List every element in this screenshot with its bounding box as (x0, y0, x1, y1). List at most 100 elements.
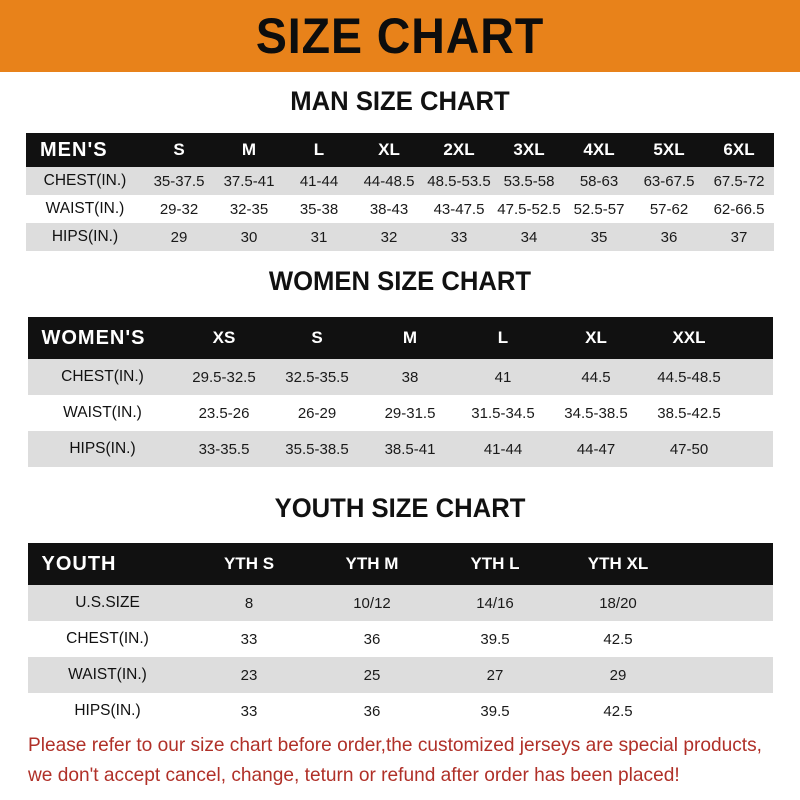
table-cell: 27 (433, 657, 557, 693)
table-row: HIPS(IN.) 33-35.5 35.5-38.5 38.5-41 41-44 44-… (27, 431, 773, 467)
women-header-filler (735, 317, 773, 359)
youth-row-filler (679, 693, 773, 729)
table-cell: 18/20 (556, 585, 680, 621)
women-size-column-header: S (270, 317, 364, 359)
youth-section-title: YOUTH SIZE CHART (274, 493, 526, 523)
table-cell: 23.5-26 (177, 395, 271, 431)
table-cell: 35-37.5 (144, 167, 214, 195)
table-cell: 44-48.5 (354, 167, 424, 195)
youth-row-label: WAIST(IN.) (27, 657, 188, 693)
table-cell: 29 (556, 657, 680, 693)
page-banner: SIZE CHART (0, 0, 800, 72)
man-size-table-wrap: MEN'S S M L XL 2XL 3XL 4XL 5XL 6XL CHEST(IN.) 35-37… (0, 133, 800, 251)
table-cell: 34 (494, 223, 564, 251)
women-size-column-header: L (456, 317, 550, 359)
table-cell: 47.5-52.5 (494, 195, 564, 223)
man-size-column-header: XL (354, 133, 424, 167)
table-row: WAIST(IN.) 29-32 32-35 35-38 38-43 43-47.5 47.… (26, 195, 774, 223)
youth-size-column-header: YTH L (433, 543, 557, 585)
table-cell: 42.5 (556, 621, 680, 657)
table-cell: 33-35.5 (177, 431, 271, 467)
table-cell: 44.5-48.5 (642, 359, 736, 395)
table-cell: 38-43 (354, 195, 424, 223)
table-row: CHEST(IN.) 35-37.5 37.5-41 41-44 44-48.5 48.5… (26, 167, 774, 195)
table-cell: 33 (187, 693, 311, 729)
table-cell: 29.5-32.5 (177, 359, 271, 395)
table-cell: 29-32 (144, 195, 214, 223)
women-row-label: WAIST(IN.) (27, 395, 178, 431)
women-size-column-header: M (363, 317, 457, 359)
women-size-table: WOMEN'S XS S M L XL XXL CHEST(IN.) 29.5-32.5 32.5… (27, 317, 773, 467)
table-cell: 57-62 (634, 195, 704, 223)
table-cell: 63-67.5 (634, 167, 704, 195)
table-cell: 41 (456, 359, 550, 395)
table-cell: 36 (634, 223, 704, 251)
table-row: HIPS(IN.) 33 36 39.5 42.5 (27, 693, 773, 729)
table-cell: 38 (363, 359, 457, 395)
table-cell: 25 (310, 657, 434, 693)
table-cell: 32-35 (214, 195, 284, 223)
table-row: CHEST(IN.) 29.5-32.5 32.5-35.5 38 41 44.5 44.5… (27, 359, 773, 395)
youth-header-filler (679, 543, 773, 585)
man-size-column-header: M (214, 133, 284, 167)
women-size-column-header: XL (549, 317, 643, 359)
table-cell: 10/12 (310, 585, 434, 621)
footer-note-line-1: Please refer to our size chart before or… (28, 734, 762, 756)
table-cell: 14/16 (433, 585, 557, 621)
table-cell: 35-38 (284, 195, 354, 223)
women-section-title: WOMEN SIZE CHART (268, 266, 532, 296)
table-cell: 31.5-34.5 (456, 395, 550, 431)
table-cell: 32.5-35.5 (270, 359, 364, 395)
youth-row-filler (679, 585, 773, 621)
table-cell: 32 (354, 223, 424, 251)
table-cell: 31 (284, 223, 354, 251)
man-size-column-header: L (284, 133, 354, 167)
man-size-column-header: 3XL (494, 133, 564, 167)
page-title: SIZE CHART (255, 8, 545, 64)
table-cell: 43-47.5 (424, 195, 494, 223)
youth-size-column-header: YTH XL (556, 543, 680, 585)
women-size-table-wrap: WOMEN'S XS S M L XL XXL CHEST(IN.) 29.5-32.5 32.5… (0, 317, 800, 467)
women-row-filler (735, 395, 773, 431)
table-cell: 33 (187, 621, 311, 657)
man-section-title: MAN SIZE CHART (290, 86, 510, 116)
women-row-label: HIPS(IN.) (27, 431, 178, 467)
table-cell: 37.5-41 (214, 167, 284, 195)
table-cell: 34.5-38.5 (549, 395, 643, 431)
table-cell: 41-44 (284, 167, 354, 195)
women-table-corner-label: WOMEN'S (27, 317, 178, 359)
footer-note-line-2: we don't accept cancel, change, teturn o… (28, 764, 680, 786)
table-cell: 67.5-72 (704, 167, 774, 195)
table-cell: 62-66.5 (704, 195, 774, 223)
man-size-column-header: 6XL (704, 133, 774, 167)
man-table-header-row: MEN'S S M L XL 2XL 3XL 4XL 5XL 6XL (26, 133, 774, 167)
youth-size-table: YOUTH YTH S YTH M YTH L YTH XL U.S.SIZE 8 10/12… (27, 543, 773, 729)
table-cell: 36 (310, 693, 434, 729)
table-cell: 39.5 (433, 621, 557, 657)
table-cell: 37 (704, 223, 774, 251)
man-row-label: CHEST(IN.) (26, 167, 144, 195)
women-table-header-row: WOMEN'S XS S M L XL XXL (27, 317, 773, 359)
women-size-column-header: XXL (642, 317, 736, 359)
women-row-filler (735, 359, 773, 395)
women-row-filler (735, 431, 773, 467)
table-row: WAIST(IN.) 23.5-26 26-29 29-31.5 31.5-34.5 34… (27, 395, 773, 431)
youth-table-corner-label: YOUTH (27, 543, 188, 585)
youth-row-filler (679, 657, 773, 693)
women-row-label: CHEST(IN.) (27, 359, 178, 395)
table-cell: 36 (310, 621, 434, 657)
table-cell: 30 (214, 223, 284, 251)
man-size-column-header: 5XL (634, 133, 704, 167)
man-size-table: MEN'S S M L XL 2XL 3XL 4XL 5XL 6XL CHEST(IN.) 35-37… (26, 133, 774, 251)
youth-size-column-header: YTH S (187, 543, 311, 585)
table-row: CHEST(IN.) 33 36 39.5 42.5 (27, 621, 773, 657)
table-cell: 29-31.5 (363, 395, 457, 431)
table-cell: 48.5-53.5 (424, 167, 494, 195)
women-size-column-header: XS (177, 317, 271, 359)
table-cell: 47-50 (642, 431, 736, 467)
man-size-column-header: 2XL (424, 133, 494, 167)
table-row: HIPS(IN.) 29 30 31 32 33 34 35 36 37 (26, 223, 774, 251)
youth-table-header-row: YOUTH YTH S YTH M YTH L YTH XL (27, 543, 773, 585)
table-cell: 42.5 (556, 693, 680, 729)
